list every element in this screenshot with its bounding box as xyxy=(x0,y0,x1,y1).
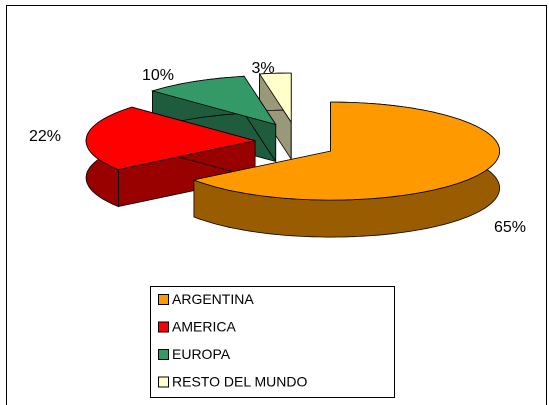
data-label: 22% xyxy=(29,128,61,145)
legend-label: ARGENTINA xyxy=(172,291,254,307)
slice xyxy=(85,106,256,170)
legend-swatch xyxy=(158,321,169,333)
data-label: 3% xyxy=(251,60,274,77)
legend-label: EUROPA xyxy=(172,346,231,362)
legend-label: RESTO DEL MUNDO xyxy=(172,374,307,390)
data-label: 65% xyxy=(494,219,526,236)
legend-label: AMERICA xyxy=(172,319,236,335)
slice-group xyxy=(258,72,292,161)
slice-group xyxy=(192,101,500,238)
data-label: 10% xyxy=(142,67,174,84)
legend-swatch xyxy=(158,294,169,305)
slice xyxy=(192,101,500,201)
slice-group xyxy=(85,106,256,208)
legend-swatch xyxy=(158,349,169,360)
legend-swatch xyxy=(158,376,169,388)
slice xyxy=(258,72,292,124)
legend-box xyxy=(150,286,395,398)
slice xyxy=(150,75,277,126)
